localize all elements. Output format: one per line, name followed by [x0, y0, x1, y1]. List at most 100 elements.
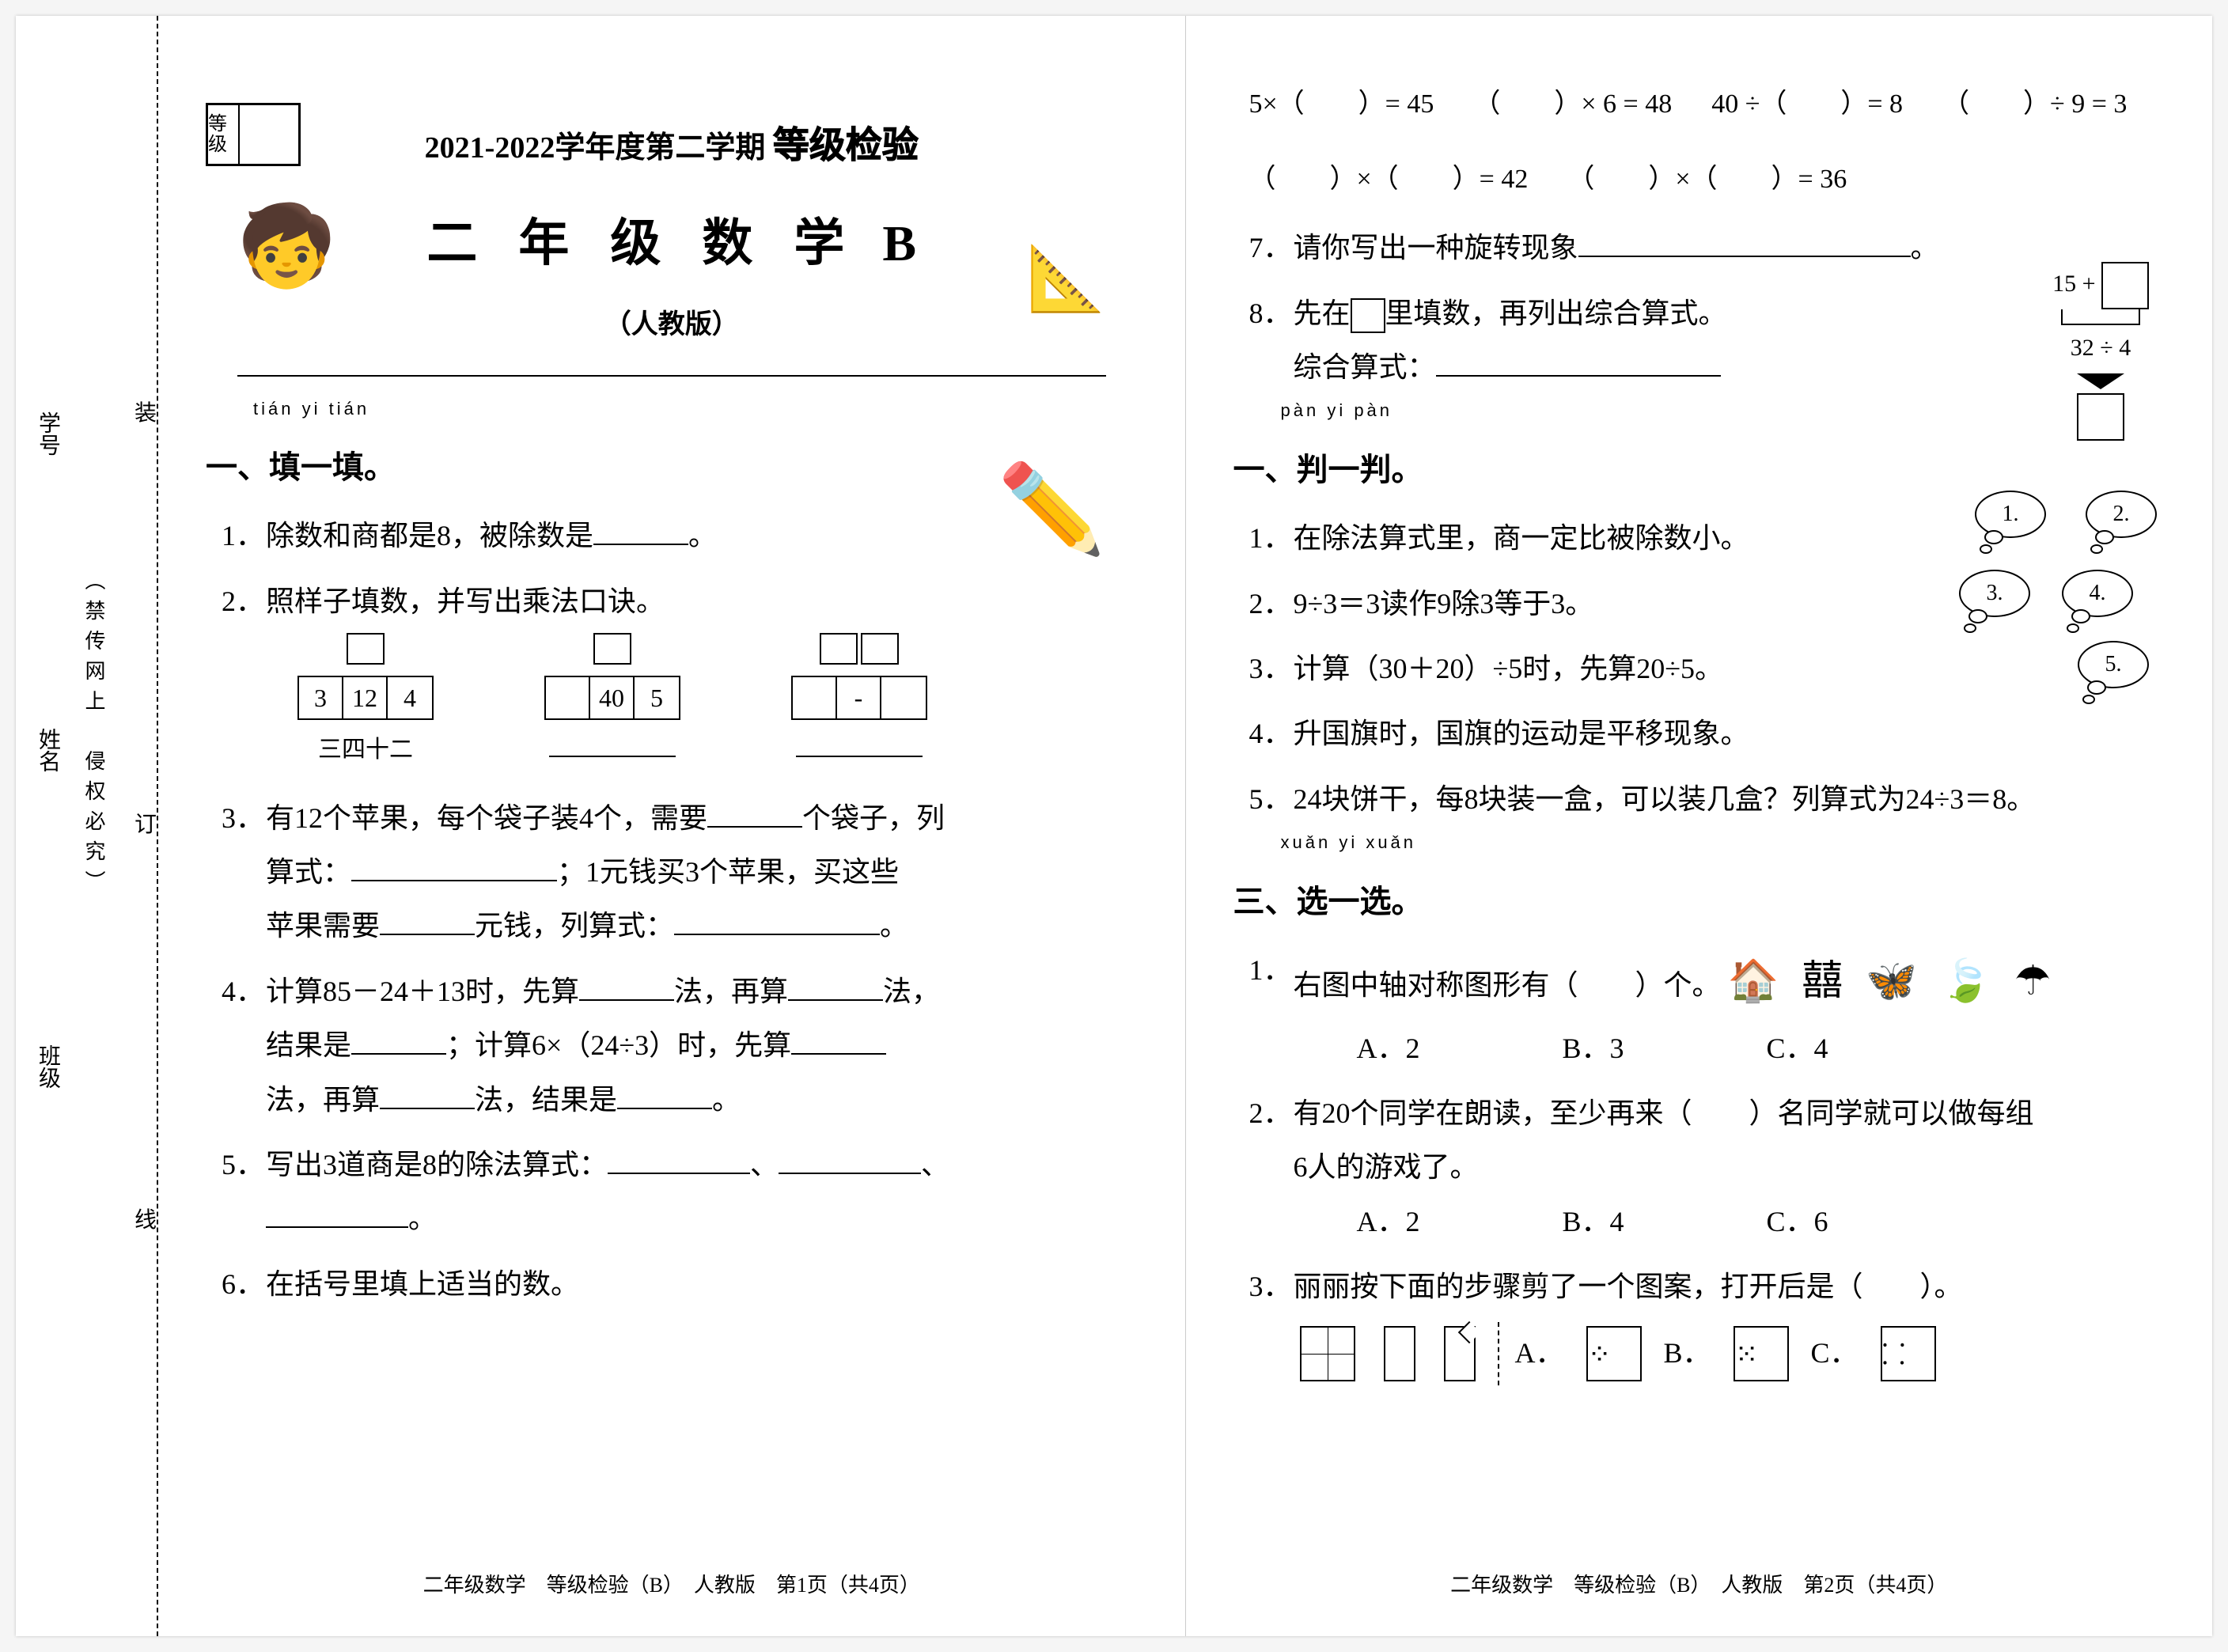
opt[interactable]: B．3 [1563, 1021, 1624, 1075]
q2-text: 照样子填数，并写出乘法口诀。 [266, 585, 665, 617]
q2-box3: - [791, 668, 927, 771]
mark-zhuang: 装 [135, 396, 157, 427]
fold-step-icon [1300, 1326, 1355, 1381]
q6: 6． 在括号里填上适当的数。 [222, 1257, 1138, 1311]
cloud[interactable]: 2. [2086, 491, 2157, 538]
cloud[interactable]: 4. [2062, 570, 2133, 617]
protractor-icon: 📐 [1027, 219, 1106, 339]
copyright-note: （禁传网上 侵权必究） [79, 570, 108, 900]
eq: （ ）×（ ）= 42 [1249, 154, 1529, 206]
grade-box: 等级 [206, 103, 301, 166]
cell: - [837, 677, 881, 718]
year-text: 2021-2022学年度第二学期 [425, 131, 766, 165]
cloud[interactable]: 1. [1975, 491, 2046, 538]
line: 6人的游戏了。 [1294, 1151, 1479, 1183]
footer-right: 二年级数学 等级检验（B） 人教版 第2页（共4页） [1186, 1566, 2213, 1605]
j5: 5．24块饼干，每8块装一盒，可以装几盒？列算式为24÷3＝8。 [1249, 772, 2165, 826]
eq: （ ）× 6 = 48 [1473, 79, 1672, 131]
s3-text: 丽丽按下面的步骤剪了一个图案，打开后是（ ）。 [1294, 1271, 1963, 1302]
flow-top: 15 + [2052, 271, 2095, 297]
q2: 2． 照样子填数，并写出乘法口诀。 3 12 4 三四十 [222, 574, 1138, 780]
line: 有20个同学在朗读，至少再来（ ）名同学就可以做每组 [1294, 1097, 2034, 1129]
sec1-questions: 1． 除数和商都是8，被除数是。 2． 照样子填数，并写出乘法口诀。 3 12 [222, 509, 1138, 1311]
cell: 4 [388, 677, 432, 718]
cloud[interactable]: 5. [2078, 641, 2149, 688]
flow-mid: 32 ÷ 4 [2052, 325, 2149, 370]
sec1-pinyin: tián yi tián [253, 392, 1138, 426]
textbook-version: （人教版） [206, 300, 1138, 351]
worksheet-sheet: 学号 姓名 班级 （禁传网上 侵权必究） 装 订 线 等级 2021-2022学… [16, 16, 2212, 1636]
cell: 3 [299, 677, 343, 718]
cell [881, 677, 926, 718]
q8-text: 先在里填数，再列出综合算式。 综合算式： [1294, 286, 2165, 395]
s1-text: 右图中轴对称图形有（ ）个。 [1294, 969, 1721, 1001]
j-text: 计算（30＋20）÷5时，先算20÷5。 [1294, 642, 2165, 695]
cell: 12 [343, 677, 388, 718]
q7-text: 请你写出一种旋转现象。 [1294, 221, 2165, 275]
q8: 8． 先在里填数，再列出综合算式。 综合算式： [1249, 286, 2165, 395]
grade-label: 等级 [208, 105, 240, 164]
sec3-questions: 1． 右图中轴对称图形有（ ）个。 🏠 囍 🦋 🍃 ☂ A．2 B．3 C．4 … [1249, 943, 2165, 1385]
q4-text: 计算85－24＋13时，先算法，再算法， 结果是；计算6×（24÷3）时，先算 … [266, 964, 1138, 1127]
qnum: 8． [1249, 286, 1294, 395]
eq: 5×（ ）= 45 [1249, 79, 1434, 131]
opt[interactable]: C．4 [1767, 1021, 1828, 1075]
qnum: 6． [222, 1257, 266, 1311]
q5: 5． 写出3道商是8的除法算式：、、 。 [222, 1138, 1138, 1246]
s1: 1． 右图中轴对称图形有（ ）个。 🏠 囍 🦋 🍃 ☂ A．2 B．3 C．4 [1249, 943, 2165, 1075]
page-1: 等级 2021-2022学年度第二学期 等级检验 🧒 二 年 级 数 学 B 📐… [158, 16, 1186, 1636]
pattern-b-icon: ⁙ [1734, 1326, 1789, 1381]
opt[interactable]: B．4 [1563, 1195, 1624, 1248]
sec2-pinyin: pàn yi pàn [1281, 394, 2165, 427]
j-text: 9÷3＝3读作9除3等于3。 [1294, 577, 2165, 631]
q5-text: 写出3道商是8的除法算式：、、 。 [266, 1138, 1138, 1246]
sec3-title: 三、选一选。 [1233, 872, 2165, 932]
pattern-c-icon: ⸬ [1881, 1326, 1936, 1381]
cloud[interactable]: 3. [1959, 570, 2030, 617]
cell [793, 677, 837, 718]
sec2-questions: 1．在除法算式里，商一定比被除数小。 2．9÷3＝3读作9除3等于3。 3．计算… [1249, 511, 2165, 826]
q2-box1: 3 12 4 三四十二 [297, 668, 434, 771]
s2-opts: A．2 B．4 C．6 [1357, 1195, 2165, 1248]
opt-label[interactable]: C． [1811, 1326, 1859, 1380]
pencil-character-icon: ✏️ [998, 427, 1106, 593]
sec1-cont: 7． 请你写出一种旋转现象。 8． 先在里填数，再列出综合算式。 综合算式： [1249, 221, 2165, 394]
sec3-pinyin: xuǎn yi xuǎn [1281, 826, 2165, 859]
qnum: 2． [222, 574, 266, 780]
j-text: 升国旗时，国旗的运动是平移现象。 [1294, 707, 2165, 760]
eq: 40 ÷（ ）= 8 [1711, 79, 1903, 131]
q3-text: 有12个苹果，每个袋子装4个，需要个袋子，列 算式：；1元钱买3个苹果，买这些 … [266, 791, 1138, 953]
qnum: 7． [1249, 221, 1294, 275]
j-text: 24块饼干，每8块装一盒，可以装几盒？列算式为24÷3＝8。 [1294, 772, 2165, 826]
opt-label[interactable]: A． [1515, 1326, 1564, 1380]
title-row: 🧒 二 年 级 数 学 B 📐 [206, 195, 1138, 292]
footer-left: 二年级数学 等级检验（B） 人教版 第1页（共4页） [158, 1566, 1185, 1605]
page-2: 5×（ ）= 45 （ ）× 6 = 48 40 ÷（ ）= 8 （ ）÷ 9 … [1186, 16, 2213, 1636]
q7: 7． 请你写出一种旋转现象。 [1249, 221, 2165, 275]
symmetry-icons: 🏠 囍 🦋 🍃 ☂ [1728, 959, 2058, 1004]
j4: 4．升国旗时，国旗的运动是平移现象。 [1249, 707, 2165, 760]
opt[interactable]: A．2 [1357, 1195, 1420, 1248]
s2-text: 有20个同学在朗读，至少再来（ ）名同学就可以做每组 6人的游戏了。 A．2 B… [1294, 1086, 2165, 1248]
q3: 3． 有12个苹果，每个袋子装4个，需要个袋子，列 算式：；1元钱买3个苹果，买… [222, 791, 1138, 953]
s2: 2． 有20个同学在朗读，至少再来（ ）名同学就可以做每组 6人的游戏了。 A．… [1249, 1086, 2165, 1248]
eq: （ ）÷ 9 = 3 [1942, 79, 2127, 131]
q2-cap1: 三四十二 [297, 727, 434, 772]
cell [546, 677, 590, 718]
q6-text: 在括号里填上适当的数。 [266, 1257, 1138, 1311]
opt[interactable]: C．6 [1767, 1195, 1828, 1248]
opt-label[interactable]: B． [1664, 1326, 1711, 1380]
mark-ding: 订 [135, 807, 157, 839]
exam-type: 等级检验 [773, 125, 919, 165]
kid-illustration-icon: 🧒 [237, 172, 336, 322]
fold-step-icon [1384, 1326, 1415, 1381]
fold-step-icon [1444, 1326, 1476, 1381]
opt[interactable]: A．2 [1357, 1021, 1420, 1075]
pattern-a-icon: ⁘ [1586, 1326, 1642, 1381]
sec2-title: 一、判一判。 [1233, 440, 2165, 500]
cell: 40 [590, 677, 635, 718]
s3: 3． 丽丽按下面的步骤剪了一个图案，打开后是（ ）。 A． ⁘ [1249, 1260, 2165, 1385]
q4: 4． 计算85－24＋13时，先算法，再算法， 结果是；计算6×（24÷3）时，… [222, 964, 1138, 1127]
q2-box2: 40 5 [544, 668, 680, 771]
id-label: 学号 [32, 411, 63, 456]
